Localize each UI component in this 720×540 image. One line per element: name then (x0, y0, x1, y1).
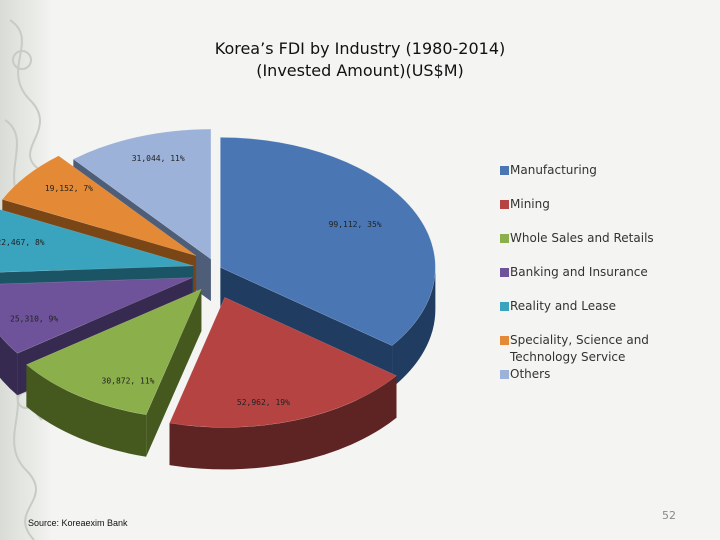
pie-slice (25, 288, 202, 416)
legend-swatch (500, 234, 509, 243)
slice-label: 25,310, 9% (10, 314, 58, 323)
chart-title-line-1: Korea’s FDI by Industry (1980-2014) (214, 39, 506, 58)
legend-item: Speciality, Science and Technology Servi… (500, 332, 700, 366)
slice-side (169, 375, 397, 470)
legend-item: Reality and Lease (500, 298, 700, 315)
legend-swatch (500, 302, 509, 311)
pie-tops (0, 128, 436, 428)
pie-slice (1, 155, 197, 256)
legend-item: Mining (500, 196, 700, 213)
legend-label: Banking and Insurance (510, 265, 648, 279)
slice-label: 22,467, 8% (0, 238, 45, 247)
legend-label: Whole Sales and Retails (510, 231, 654, 245)
slice-label: 31,044, 11% (132, 154, 185, 163)
slice-label: 99,112, 35% (329, 220, 382, 229)
legend-label: Others (510, 367, 551, 381)
pie-labels: 99,112, 35% 52,962, 19% 30,872, 11% 25,310,… (0, 154, 382, 407)
legend-item: Whole Sales and Retails (500, 230, 700, 247)
pie-slice (0, 209, 194, 273)
legend-label: Mining (510, 197, 550, 211)
pie-slice (72, 128, 212, 260)
slice-side (392, 267, 436, 388)
legend-label: Manufacturing (510, 163, 597, 177)
legend-label: Speciality, Science and Technology Servi… (510, 333, 649, 364)
legend-swatch (500, 268, 509, 277)
legend-swatch (500, 166, 509, 175)
legend-swatch (500, 370, 509, 379)
legend-label: Reality and Lease (510, 299, 617, 313)
page-number: 52 (662, 509, 676, 522)
chart-title: Korea’s FDI by Industry (1980-2014) (Inv… (160, 38, 560, 82)
pie-slice (220, 137, 436, 346)
source-note: Source: Koreaexim Bank (28, 518, 128, 528)
legend-item: Banking and Insurance (500, 264, 700, 281)
chart-title-line-2: (Invested Amount)(US$M) (256, 61, 464, 80)
slice-label: 19,152, 7% (45, 184, 93, 193)
pie-slice (0, 277, 193, 354)
legend-swatch (500, 336, 509, 345)
legend-item: Others (500, 366, 700, 383)
slice-label: 30,872, 11% (102, 376, 155, 385)
legend-swatch (500, 200, 509, 209)
slice-side (0, 335, 18, 396)
pie-slice (169, 297, 397, 428)
legend-item: Manufacturing (500, 162, 700, 179)
slice-label: 52,962, 19% (237, 398, 290, 407)
